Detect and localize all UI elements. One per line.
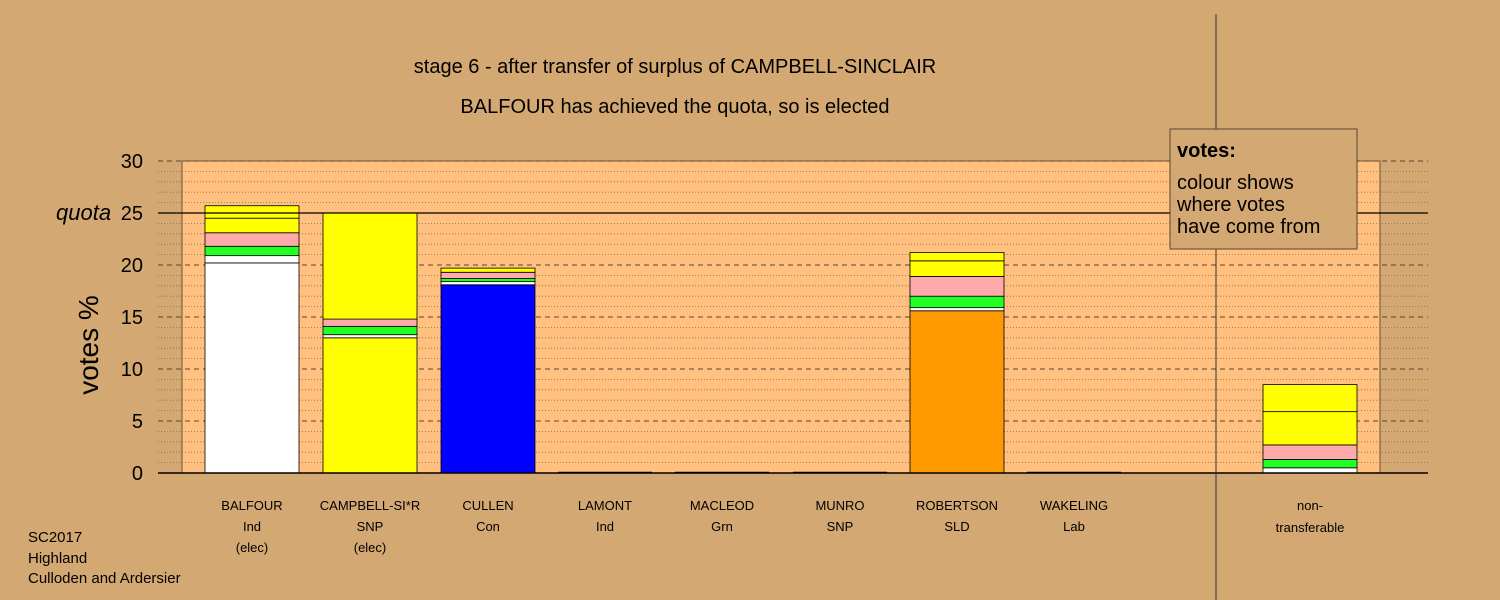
- bar-segment: [204, 205, 300, 219]
- bar-segment: [909, 307, 1005, 312]
- candidate-name: BALFOUR: [221, 498, 282, 513]
- legend-line: have come from: [1177, 216, 1320, 238]
- candidate-name: WAKELING: [1040, 498, 1108, 513]
- bar-segment: [909, 252, 1005, 262]
- bar-segment: [909, 295, 1005, 309]
- footer-ward: Culloden and Ardersier: [28, 570, 181, 587]
- bar-segment: [204, 217, 300, 234]
- candidate-name: LAMONT: [578, 498, 632, 513]
- y-tick-label: 10: [121, 359, 143, 381]
- candidate-name: MUNRO: [815, 498, 864, 513]
- candidate-party: Con: [476, 519, 500, 534]
- bar-segment: [1262, 467, 1358, 474]
- candidate-name: MACLEOD: [690, 498, 754, 513]
- candidate-name: CULLEN: [462, 498, 513, 513]
- y-axis-label: votes %: [73, 295, 104, 395]
- legend: votes: colour shows where votes have com…: [1169, 128, 1358, 250]
- bar-segment: [322, 325, 418, 336]
- chart-title: stage 6 - after transfer of surplus of C…: [414, 56, 936, 78]
- bar-segment: [204, 232, 300, 247]
- bar-segment: [322, 318, 418, 327]
- bar-segment: [440, 278, 536, 283]
- bars: [204, 205, 1358, 474]
- footer-election: SC2017: [28, 529, 82, 546]
- bar-segment: [909, 276, 1005, 297]
- candidate-party: Lab: [1063, 519, 1085, 534]
- quota-label: quota: [56, 200, 111, 225]
- candidate-party: SNP: [827, 519, 854, 534]
- nontransferable-label: non-: [1297, 498, 1323, 513]
- candidate-party: SLD: [944, 519, 969, 534]
- bar-segment: [440, 281, 536, 286]
- footer: SC2017 Highland Culloden and Ardersier: [28, 529, 181, 587]
- y-tick-label: 15: [121, 307, 143, 329]
- nontransferable-label: transferable: [1276, 520, 1345, 535]
- y-tick-label: 25: [121, 203, 143, 225]
- bar-segment: [204, 255, 300, 264]
- candidate-name: CAMPBELL-SI*R: [320, 498, 420, 513]
- legend-line: where votes: [1176, 194, 1285, 216]
- chart-subtitle: BALFOUR has achieved the quota, so is el…: [460, 96, 889, 118]
- bar-segment: [1262, 444, 1358, 460]
- legend-title: votes:: [1177, 140, 1236, 162]
- y-tick-label: 20: [121, 255, 143, 277]
- bar-segment: [204, 262, 300, 474]
- candidate-party: Ind: [243, 519, 261, 534]
- y-tick-label: 0: [132, 463, 143, 485]
- candidate-party: Grn: [711, 519, 733, 534]
- bar-segment: [322, 334, 418, 339]
- candidate-party: Ind: [596, 519, 614, 534]
- candidate-name: ROBERTSON: [916, 498, 998, 513]
- bar-segment: [440, 267, 536, 273]
- candidate-party: SNP: [357, 519, 384, 534]
- candidate-status: (elec): [236, 540, 269, 555]
- bar-segment: [322, 212, 418, 320]
- bar-segment: [1262, 459, 1358, 469]
- footer-council: Highland: [28, 550, 87, 567]
- candidate-status: (elec): [354, 540, 387, 555]
- y-tick-label: 30: [121, 151, 143, 173]
- legend-line: colour shows: [1177, 172, 1294, 194]
- bar-segment: [204, 245, 300, 257]
- bar-segment: [1262, 384, 1358, 413]
- y-tick-label: 5: [132, 411, 143, 433]
- bar-segment: [440, 271, 536, 279]
- bar-segment: [909, 310, 1005, 474]
- bar-segment: [322, 337, 418, 474]
- legend-box: [1169, 128, 1358, 250]
- candidate-labels: BALFOUR Ind (elec) CAMPBELL-SI*R SNP (elec) CU…: [221, 498, 1344, 555]
- bar-segment: [909, 260, 1005, 277]
- bar-segment: [1262, 411, 1358, 446]
- bar-segment: [440, 284, 536, 474]
